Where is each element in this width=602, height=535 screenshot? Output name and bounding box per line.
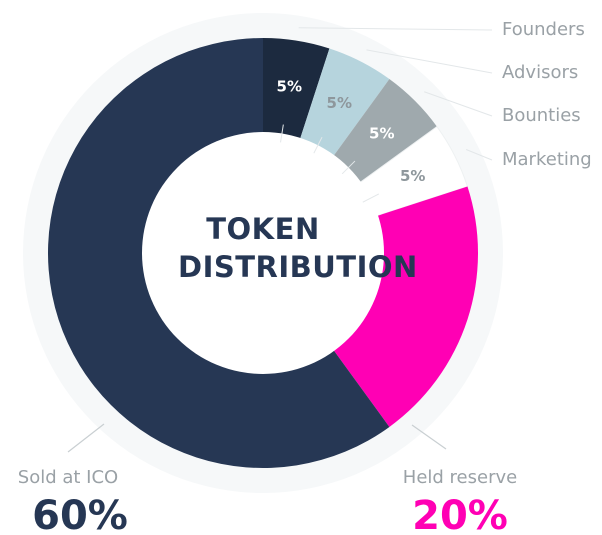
value-label: 20% — [412, 493, 508, 535]
leader-line — [67, 423, 105, 453]
leader-line — [362, 193, 380, 203]
leader-line — [366, 49, 493, 74]
leader-line — [411, 424, 447, 450]
value-label: 5% — [400, 167, 425, 185]
value-label: 5% — [327, 94, 352, 112]
leader-line — [465, 149, 493, 161]
leader-line — [424, 91, 493, 117]
legend-label: Marketing — [502, 149, 592, 170]
leader-line — [341, 160, 356, 175]
legend-label: Held reserve — [403, 467, 517, 488]
legend-label: Sold at ICO — [18, 467, 118, 488]
value-label: 60% — [32, 493, 128, 535]
leader-line — [280, 124, 284, 143]
chart-title: TOKEN DISTRIBUTION — [178, 212, 418, 284]
legend-label: Founders — [502, 19, 585, 40]
value-label: 5% — [369, 125, 394, 143]
legend-label: Bounties — [502, 105, 581, 126]
legend-label: Advisors — [502, 62, 578, 83]
value-label: 5% — [277, 78, 302, 96]
inner-ring — [142, 132, 384, 374]
leader-line — [298, 27, 493, 31]
leader-line — [313, 136, 323, 154]
